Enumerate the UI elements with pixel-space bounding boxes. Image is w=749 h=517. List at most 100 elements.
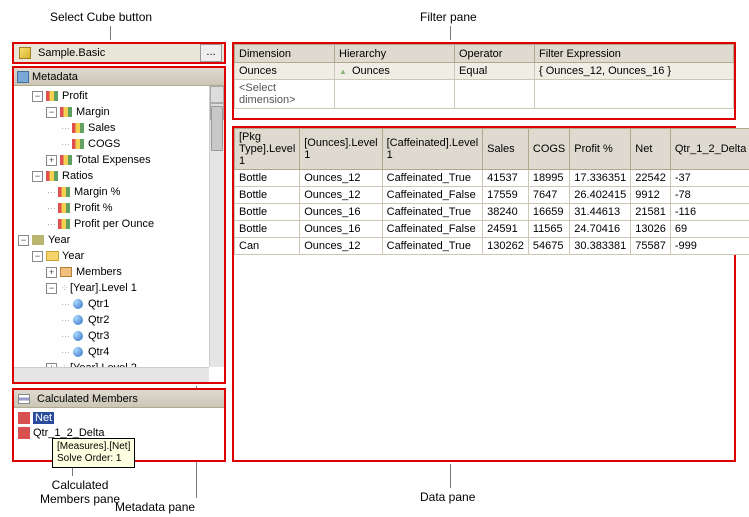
data-cell[interactable]: Caffeinated_True xyxy=(382,238,483,255)
tree-label[interactable]: Profit xyxy=(62,90,88,102)
expand-toggle[interactable]: + xyxy=(46,267,57,278)
data-cell[interactable]: Bottle xyxy=(235,170,300,187)
tree-label[interactable]: Qtr3 xyxy=(88,330,109,342)
tree-label[interactable]: Qtr1 xyxy=(88,298,109,310)
data-cell[interactable]: 11565 xyxy=(528,221,569,238)
filter-cell[interactable]: { Ounces_12, Ounces_16 } xyxy=(535,63,734,80)
calc-member-icon xyxy=(18,412,30,424)
tree-label[interactable]: Year xyxy=(48,234,70,246)
tree-label[interactable]: [Year].Level 1 xyxy=(70,282,137,294)
data-cell[interactable]: Ounces_12 xyxy=(300,238,382,255)
data-row[interactable]: CanOunces_12Caffeinated_True130262546753… xyxy=(235,238,749,255)
data-cell[interactable]: 38240 xyxy=(483,204,529,221)
tree-label[interactable]: Ratios xyxy=(62,170,93,182)
data-cell[interactable]: 41537 xyxy=(483,170,529,187)
data-cell[interactable]: 18995 xyxy=(528,170,569,187)
data-col-header[interactable]: Profit % xyxy=(570,129,631,170)
tree-label[interactable]: COGS xyxy=(88,138,120,150)
data-row[interactable]: BottleOunces_12Caffeinated_False17559764… xyxy=(235,187,749,204)
data-cell[interactable]: Bottle xyxy=(235,187,300,204)
filter-col-dim[interactable]: Dimension xyxy=(235,45,335,63)
tree-label[interactable]: Total Expenses xyxy=(76,154,151,166)
data-cell[interactable]: 9912 xyxy=(631,187,671,204)
data-cell[interactable]: 130262 xyxy=(483,238,529,255)
data-cell[interactable]: 26.402415 xyxy=(570,187,631,204)
data-row[interactable]: BottleOunces_16Caffeinated_True382401665… xyxy=(235,204,749,221)
filter-pane: Dimension Hierarchy Operator Filter Expr… xyxy=(232,42,736,120)
data-row[interactable]: BottleOunces_12Caffeinated_True415371899… xyxy=(235,170,749,187)
cube-name-input[interactable] xyxy=(36,47,200,59)
data-cell[interactable]: 54675 xyxy=(528,238,569,255)
expand-toggle[interactable]: − xyxy=(32,171,43,182)
data-cell[interactable]: 24.70416 xyxy=(570,221,631,238)
data-col-header[interactable]: Qtr_1_2_Delta xyxy=(670,129,749,170)
tree-label[interactable]: Profit per Ounce xyxy=(74,218,154,230)
data-cell[interactable]: 24591 xyxy=(483,221,529,238)
data-cell[interactable]: 75587 xyxy=(631,238,671,255)
expand-toggle[interactable]: − xyxy=(46,283,57,294)
data-cell[interactable]: 16659 xyxy=(528,204,569,221)
filter-col-expr[interactable]: Filter Expression xyxy=(535,45,734,63)
data-cell[interactable]: 21581 xyxy=(631,204,671,221)
filter-cell[interactable]: Equal xyxy=(455,63,535,80)
data-col-header[interactable]: Net xyxy=(631,129,671,170)
data-col-header[interactable]: [Pkg Type].Level 1 xyxy=(235,129,300,170)
select-cube-button[interactable]: ... xyxy=(200,44,222,62)
data-table: [Pkg Type].Level 1 [Ounces].Level 1 [Caf… xyxy=(234,128,749,255)
data-cell[interactable]: Bottle xyxy=(235,204,300,221)
data-cell[interactable]: Can xyxy=(235,238,300,255)
metadata-tree[interactable]: −Profit −Margin ⋯Sales ⋯COGS +Total Expe… xyxy=(14,86,224,382)
data-cell[interactable]: Caffeinated_False xyxy=(382,187,483,204)
expand-toggle[interactable]: − xyxy=(32,91,43,102)
tree-label[interactable]: Profit % xyxy=(74,202,113,214)
data-cell[interactable]: -37 xyxy=(670,170,749,187)
data-cell[interactable]: -116 xyxy=(670,204,749,221)
data-cell[interactable]: -78 xyxy=(670,187,749,204)
tree-label[interactable]: Year xyxy=(62,250,84,262)
filter-cell[interactable]: Ounces xyxy=(235,63,335,80)
data-cell[interactable]: Ounces_12 xyxy=(300,170,382,187)
filter-col-hier[interactable]: Hierarchy xyxy=(335,45,455,63)
data-cell[interactable]: Ounces_12 xyxy=(300,187,382,204)
filter-cell[interactable]: Ounces xyxy=(335,63,455,80)
filter-col-op[interactable]: Operator xyxy=(455,45,535,63)
data-col-header[interactable]: Sales xyxy=(483,129,529,170)
folder-icon xyxy=(45,249,59,263)
data-cell[interactable]: Caffeinated_True xyxy=(382,204,483,221)
data-cell[interactable]: Ounces_16 xyxy=(300,221,382,238)
filter-row-new[interactable]: <Select dimension> xyxy=(235,80,734,109)
data-cell[interactable]: 13026 xyxy=(631,221,671,238)
expand-toggle[interactable]: − xyxy=(18,235,29,246)
data-cell[interactable]: -999 xyxy=(670,238,749,255)
data-row[interactable]: BottleOunces_16Caffeinated_False24591115… xyxy=(235,221,749,238)
data-cell[interactable]: Ounces_16 xyxy=(300,204,382,221)
expand-toggle[interactable]: − xyxy=(32,251,43,262)
data-cell[interactable]: 30.383381 xyxy=(570,238,631,255)
tree-label[interactable]: Margin % xyxy=(74,186,120,198)
data-cell[interactable]: Caffeinated_False xyxy=(382,221,483,238)
tree-label[interactable]: Members xyxy=(76,266,122,278)
data-cell[interactable]: 17.336351 xyxy=(570,170,631,187)
scrollbar-vertical[interactable] xyxy=(209,86,224,367)
data-col-header[interactable]: [Ounces].Level 1 xyxy=(300,129,382,170)
data-cell[interactable]: 31.44613 xyxy=(570,204,631,221)
tree-label[interactable]: Qtr2 xyxy=(88,314,109,326)
select-dimension-cell[interactable]: <Select dimension> xyxy=(235,80,335,109)
expand-toggle[interactable]: + xyxy=(46,155,57,166)
metadata-header-label: Metadata xyxy=(32,71,78,83)
data-cell[interactable]: 69 xyxy=(670,221,749,238)
data-col-header[interactable]: [Caffeinated].Level 1 xyxy=(382,129,483,170)
tree-label[interactable]: Margin xyxy=(76,106,110,118)
data-cell[interactable]: Caffeinated_True xyxy=(382,170,483,187)
tree-label[interactable]: Qtr4 xyxy=(88,346,109,358)
data-cell[interactable]: 17559 xyxy=(483,187,529,204)
data-cell[interactable]: Bottle xyxy=(235,221,300,238)
data-cell[interactable]: 7647 xyxy=(528,187,569,204)
data-col-header[interactable]: COGS xyxy=(528,129,569,170)
scrollbar-horizontal[interactable] xyxy=(14,367,209,382)
filter-row[interactable]: Ounces Ounces Equal { Ounces_12, Ounces_… xyxy=(235,63,734,80)
calc-member-item[interactable]: Net xyxy=(16,410,222,425)
tree-label[interactable]: Sales xyxy=(88,122,116,134)
data-cell[interactable]: 22542 xyxy=(631,170,671,187)
expand-toggle[interactable]: − xyxy=(46,107,57,118)
